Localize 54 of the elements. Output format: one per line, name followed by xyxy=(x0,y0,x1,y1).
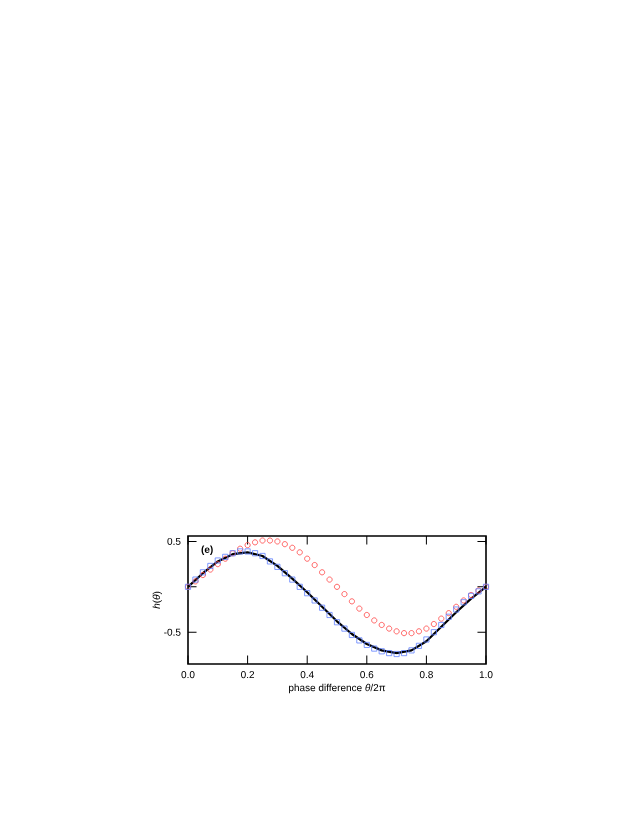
point xyxy=(341,625,348,632)
point xyxy=(386,625,393,632)
point xyxy=(401,630,408,637)
point xyxy=(334,619,340,626)
point xyxy=(415,642,422,649)
point xyxy=(311,597,318,604)
point xyxy=(430,629,437,636)
point xyxy=(289,544,296,551)
point xyxy=(371,645,378,652)
point xyxy=(356,637,363,644)
point xyxy=(415,628,422,635)
point xyxy=(363,641,370,648)
point xyxy=(304,590,311,597)
point xyxy=(378,648,385,655)
point xyxy=(430,621,437,628)
point xyxy=(252,550,259,557)
point xyxy=(438,615,445,622)
point xyxy=(319,569,326,576)
point xyxy=(356,605,363,612)
point xyxy=(289,576,296,583)
point xyxy=(304,555,311,562)
point xyxy=(371,617,378,624)
point xyxy=(378,621,385,628)
point xyxy=(423,625,430,632)
point xyxy=(363,611,370,618)
point xyxy=(266,558,273,565)
point xyxy=(319,604,326,611)
point xyxy=(281,570,288,577)
point xyxy=(296,549,303,556)
point xyxy=(386,650,393,657)
point xyxy=(274,538,281,545)
point xyxy=(266,537,273,544)
point xyxy=(296,583,303,590)
point xyxy=(341,591,348,598)
point xyxy=(334,583,340,590)
point xyxy=(281,541,288,548)
point xyxy=(408,647,415,654)
point xyxy=(401,650,408,657)
point xyxy=(244,542,251,549)
point xyxy=(423,636,430,643)
point xyxy=(311,562,318,569)
point xyxy=(438,621,445,628)
point xyxy=(252,539,259,546)
point xyxy=(326,611,333,618)
point xyxy=(348,598,355,605)
point xyxy=(259,537,266,544)
point xyxy=(274,563,281,570)
point xyxy=(408,630,415,637)
point xyxy=(259,552,266,559)
point xyxy=(393,628,400,635)
point xyxy=(393,651,400,658)
point xyxy=(244,548,251,555)
point xyxy=(348,631,355,638)
point xyxy=(326,576,333,583)
